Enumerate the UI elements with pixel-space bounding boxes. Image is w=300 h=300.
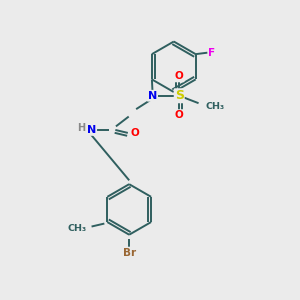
Text: Br: Br: [123, 248, 136, 257]
Text: CH₃: CH₃: [206, 102, 225, 111]
Text: F: F: [208, 48, 216, 58]
Text: N: N: [87, 125, 96, 135]
Text: N: N: [148, 91, 157, 101]
Text: O: O: [175, 71, 184, 81]
Text: O: O: [130, 128, 139, 138]
Text: S: S: [175, 89, 184, 102]
Text: H: H: [77, 124, 86, 134]
Text: O: O: [175, 110, 184, 120]
Text: CH₃: CH₃: [68, 224, 86, 232]
